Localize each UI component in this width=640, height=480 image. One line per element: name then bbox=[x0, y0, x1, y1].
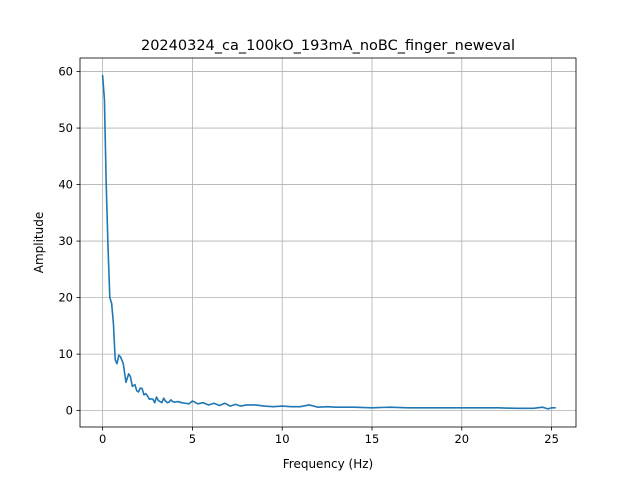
x-axis-label: Frequency (Hz) bbox=[283, 457, 374, 471]
x-tick-label: 25 bbox=[544, 432, 559, 446]
y-tick-label: 40 bbox=[58, 178, 73, 192]
x-tick-label: 0 bbox=[99, 432, 106, 446]
grid-lines bbox=[80, 58, 576, 427]
x-axis-ticks: 0 5 10 15 20 25 bbox=[99, 427, 559, 446]
plot-frame bbox=[79, 57, 577, 428]
series-line bbox=[101, 74, 556, 410]
chart-title: 20240324_ca_100kO_193mA_noBC_finger_newe… bbox=[141, 38, 515, 54]
y-tick-label: 60 bbox=[58, 65, 73, 79]
x-tick-label: 5 bbox=[189, 432, 196, 446]
y-tick-label: 30 bbox=[58, 234, 73, 248]
x-tick-label: 10 bbox=[275, 432, 290, 446]
y-axis-label: Amplitude bbox=[32, 212, 46, 274]
series-line-group bbox=[101, 74, 556, 410]
y-tick-label: 50 bbox=[58, 121, 73, 135]
y-tick-label: 0 bbox=[66, 404, 73, 418]
y-tick-label: 10 bbox=[58, 347, 73, 361]
y-tick-label: 20 bbox=[58, 291, 73, 305]
x-tick-label: 15 bbox=[365, 432, 380, 446]
x-tick-label: 20 bbox=[454, 432, 469, 446]
y-axis-ticks: 0 10 20 30 40 50 60 bbox=[58, 65, 80, 418]
